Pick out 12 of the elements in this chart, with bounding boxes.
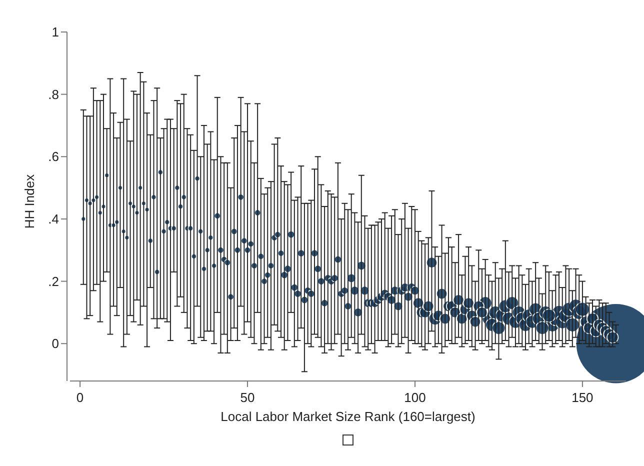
x-axis-title: Local Labor Market Size Rank (160=largest)	[220, 409, 476, 424]
y-tick-label: .4	[48, 212, 59, 227]
y-tick-label: 1	[52, 24, 59, 40]
y-tick-label: 0	[52, 336, 59, 352]
y-tick-label: .2	[48, 274, 59, 289]
y-axis-title: HH Index	[22, 174, 37, 229]
x-tick-label: 100	[404, 390, 426, 405]
y-tick-label: .8	[48, 86, 59, 102]
x-tick-label: 50	[240, 390, 255, 405]
x-tick-label: 150	[572, 390, 594, 405]
x-tick-label: 0	[76, 390, 84, 405]
y-tick-label: .6	[48, 149, 59, 164]
